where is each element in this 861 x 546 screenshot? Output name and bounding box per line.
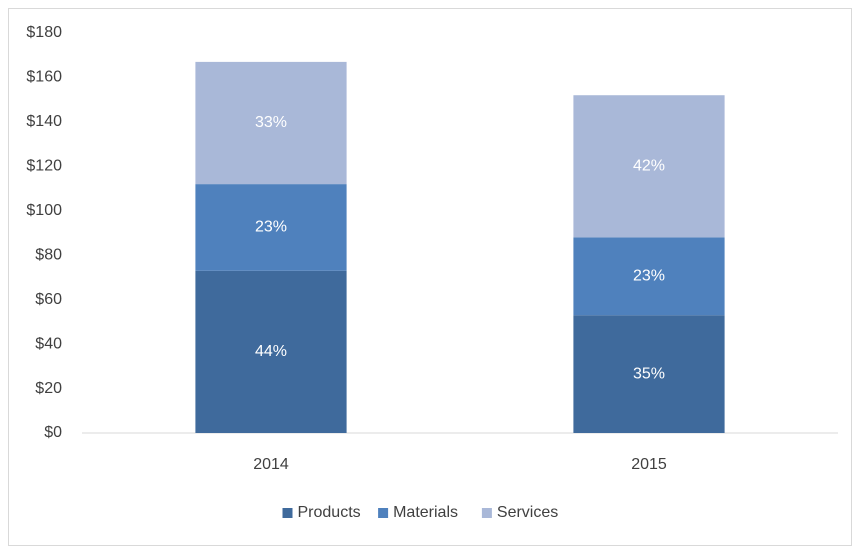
bar-segment [195,61,347,185]
data-label: 35% [633,365,665,382]
legend-label: Products [298,504,361,521]
legend-swatch [378,508,389,518]
data-label: 44% [255,343,287,360]
y-tick-label: $60 [35,291,62,308]
data-label: 33% [255,114,287,131]
bar-segment [573,95,725,238]
y-tick-label: $120 [26,158,62,175]
y-tick-label: $100 [26,202,62,219]
legend-label: Materials [393,504,458,521]
legend-label: Services [497,504,558,521]
x-tick-label: 2015 [631,456,667,473]
chart-frame [8,8,852,546]
data-label: 42% [633,158,665,175]
y-tick-label: $20 [35,380,62,397]
bar-segment [195,270,347,433]
y-tick-label: $0 [44,424,62,441]
y-tick-label: $180 [26,24,62,41]
data-label: 23% [255,219,287,236]
bar-segment [573,237,725,316]
legend-swatch [481,508,492,518]
x-tick-label: 2014 [253,456,289,473]
bar-segment [195,184,347,271]
y-tick-label: $40 [35,335,62,352]
y-tick-label: $140 [26,113,62,130]
y-tick-label: $160 [26,69,62,86]
y-tick-label: $80 [35,246,62,263]
bar-segment [573,315,725,433]
data-label: 23% [633,268,665,285]
legend-swatch [282,508,293,518]
